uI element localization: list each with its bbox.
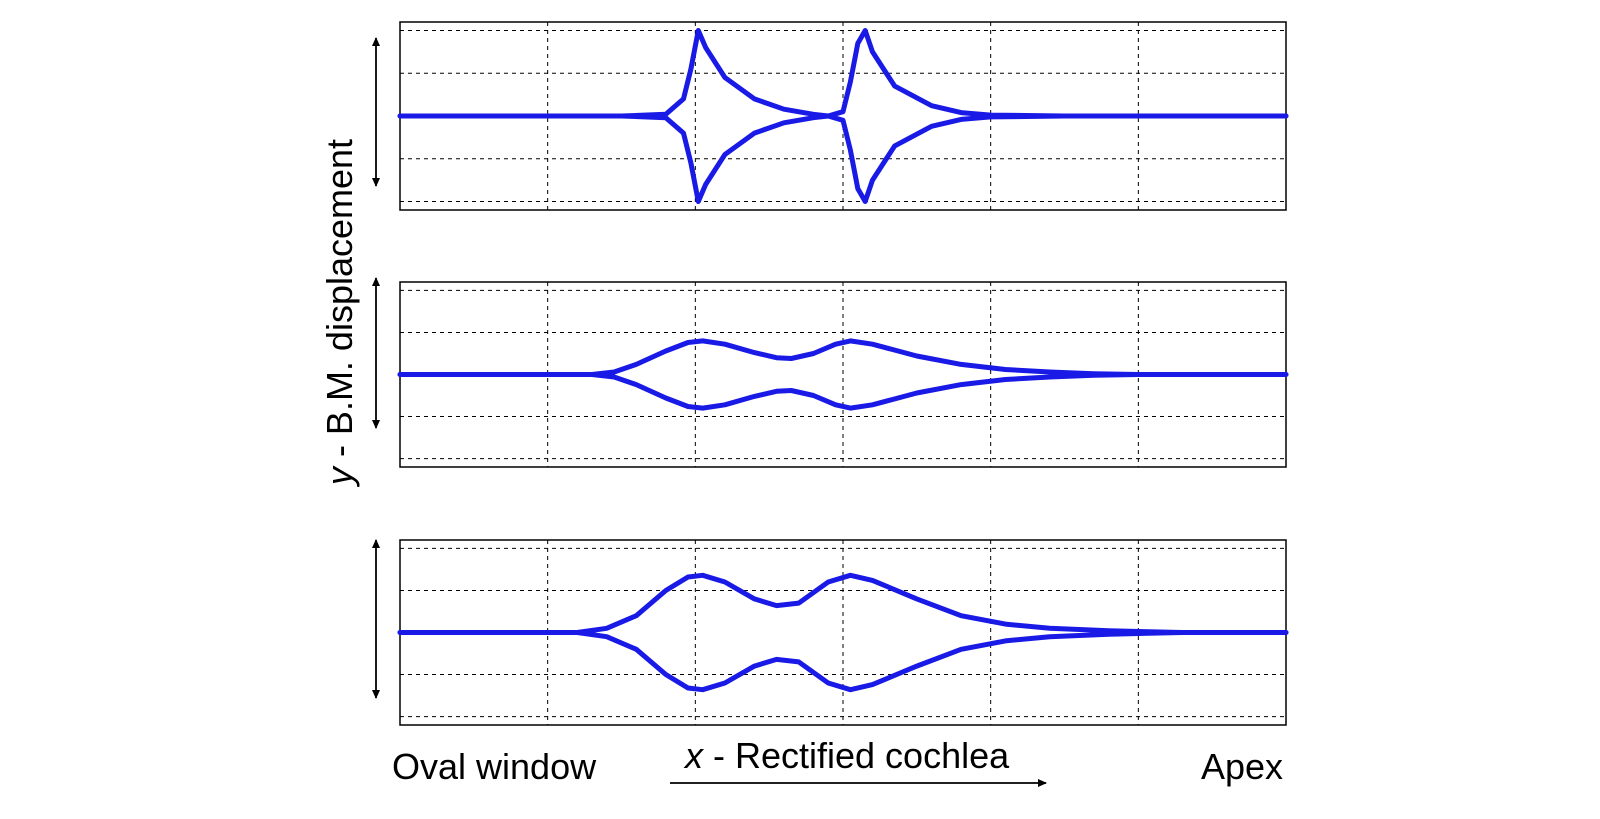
x-axis-label: x - Rectified cochlea — [683, 735, 1010, 776]
y-axis-text: - B.M. displacement — [319, 139, 360, 467]
x-axis-text: - Rectified cochlea — [703, 735, 1010, 776]
envelope-curve-lower — [397, 630, 1289, 693]
x-right-label: Apex — [1201, 746, 1283, 787]
panel-1 — [397, 21, 1289, 211]
panel-3 — [397, 539, 1289, 726]
x-left-label: Oval window — [392, 746, 597, 787]
y-axis-var: y — [319, 465, 360, 488]
envelope-curve-upper — [397, 338, 1289, 377]
envelope-curve-lower — [397, 372, 1289, 411]
y-axis-label: y - B.M. displacement — [319, 139, 360, 488]
x-axis-var: x — [683, 735, 705, 776]
panels — [397, 21, 1289, 726]
envelope-curve-upper — [397, 572, 1289, 635]
envelope-curve-lower — [397, 113, 1289, 204]
panel-2 — [397, 281, 1289, 468]
